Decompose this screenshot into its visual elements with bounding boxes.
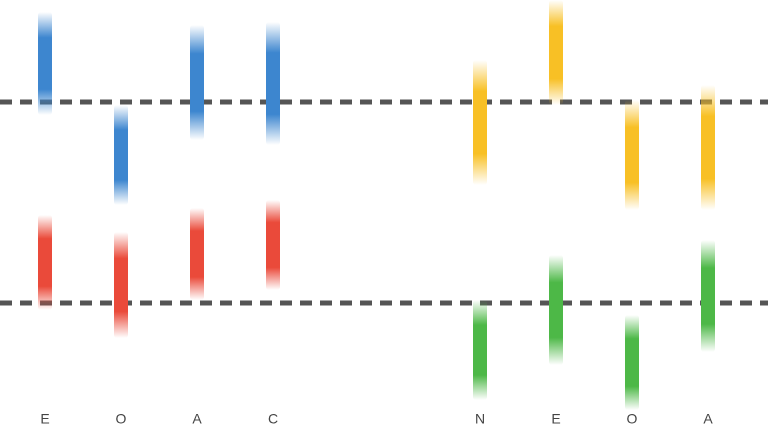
range-bar	[625, 100, 639, 210]
range-bar	[701, 85, 715, 210]
range-bar	[266, 200, 280, 290]
x-tick-label: O	[627, 411, 638, 427]
range-bar	[190, 25, 204, 140]
x-tick-label: A	[703, 411, 713, 427]
x-tick-label: C	[268, 411, 278, 427]
range-bar	[625, 315, 639, 410]
x-tick-label: E	[40, 411, 49, 427]
range-bar	[38, 12, 52, 115]
x-tick-label: N	[475, 411, 485, 427]
range-bar	[473, 60, 487, 185]
range-bar	[38, 215, 52, 310]
x-tick-label: A	[192, 411, 202, 427]
range-bar	[266, 22, 280, 145]
x-tick-label: O	[116, 411, 127, 427]
x-tick-label: E	[551, 411, 560, 427]
range-bar	[701, 240, 715, 352]
range-bar	[549, 255, 563, 365]
range-bar	[473, 300, 487, 400]
range-bar	[549, 0, 563, 105]
range-bar	[114, 232, 128, 338]
range-bar	[190, 208, 204, 300]
range-bar	[114, 105, 128, 205]
